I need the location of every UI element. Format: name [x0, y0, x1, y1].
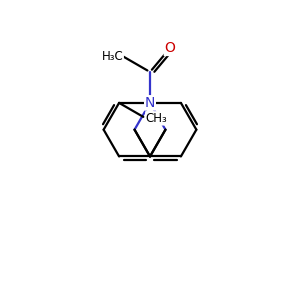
Text: N: N [145, 96, 155, 110]
Text: H₃C: H₃C [101, 50, 123, 63]
Text: O: O [164, 41, 175, 55]
Text: CH₃: CH₃ [146, 112, 168, 125]
